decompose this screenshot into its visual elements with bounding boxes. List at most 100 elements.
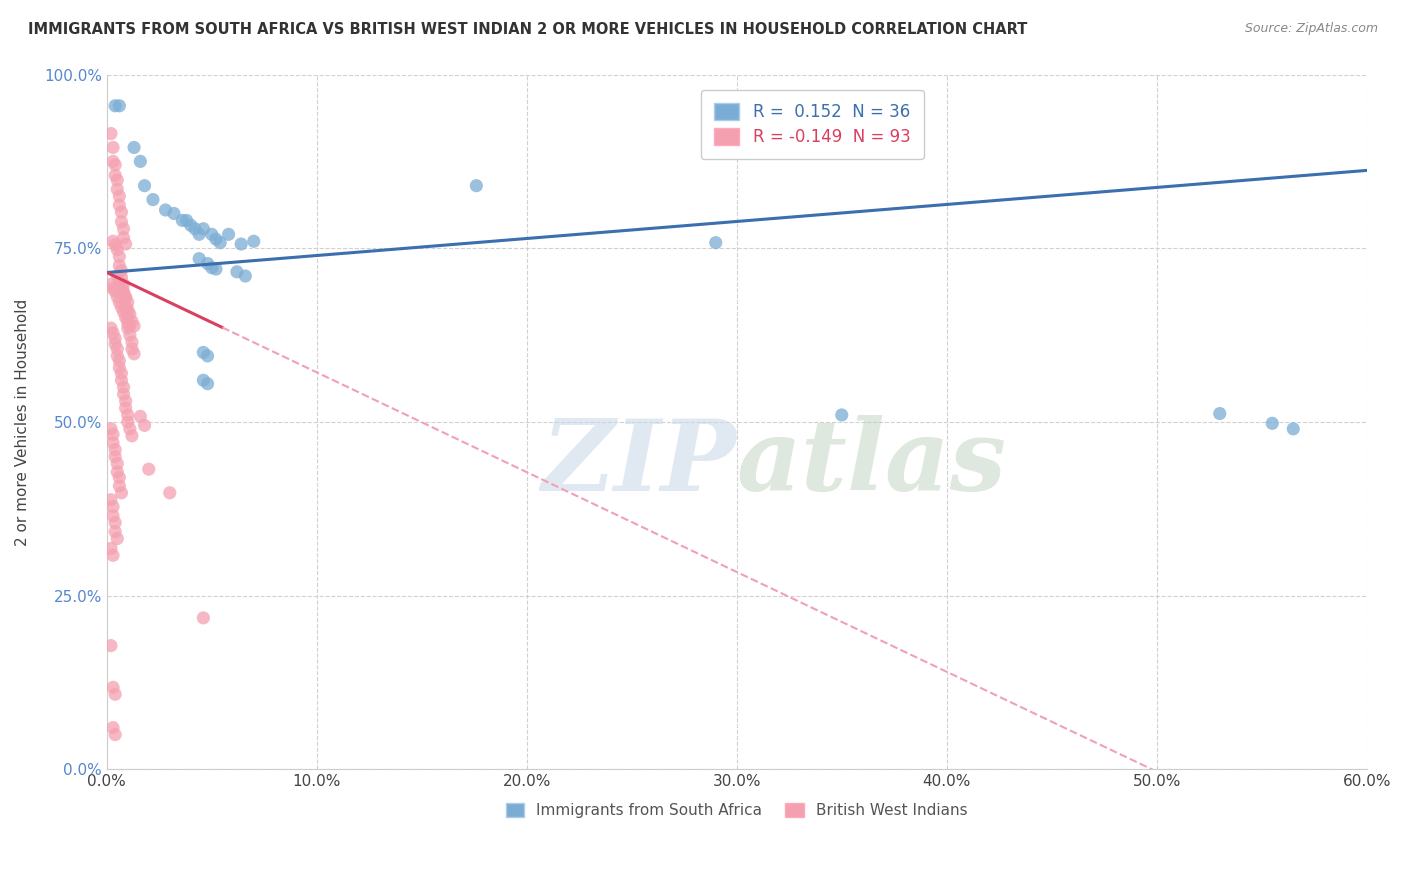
Point — [101, 234, 124, 248]
Point — [101, 427, 124, 442]
Point — [205, 232, 228, 246]
Point — [142, 193, 165, 207]
Point — [101, 721, 124, 735]
Point — [110, 366, 132, 380]
Point — [114, 310, 136, 325]
Point — [101, 154, 124, 169]
Point — [118, 422, 141, 436]
Point — [172, 213, 194, 227]
Point — [108, 360, 131, 375]
Point — [176, 213, 198, 227]
Point — [110, 215, 132, 229]
Point — [101, 281, 124, 295]
Text: Source: ZipAtlas.com: Source: ZipAtlas.com — [1244, 22, 1378, 36]
Point — [197, 376, 219, 391]
Point — [188, 227, 211, 242]
Point — [117, 408, 139, 422]
Point — [110, 485, 132, 500]
Point — [112, 221, 135, 235]
Point — [122, 347, 145, 361]
Point — [465, 178, 488, 193]
Point — [121, 334, 143, 349]
Point — [108, 189, 131, 203]
Point — [108, 198, 131, 212]
Point — [101, 681, 124, 695]
Legend: Immigrants from South Africa, British West Indians: Immigrants from South Africa, British We… — [499, 797, 974, 824]
Point — [235, 268, 257, 283]
Point — [138, 462, 160, 476]
Point — [112, 277, 135, 292]
Point — [108, 353, 131, 368]
Point — [242, 234, 264, 248]
Point — [104, 687, 127, 701]
Point — [105, 243, 128, 257]
Point — [105, 342, 128, 356]
Point — [100, 541, 122, 556]
Point — [129, 409, 152, 424]
Point — [108, 295, 131, 310]
Point — [117, 415, 139, 429]
Point — [104, 285, 127, 299]
Point — [104, 337, 127, 351]
Point — [193, 345, 215, 359]
Point — [105, 290, 128, 304]
Point — [159, 485, 181, 500]
Point — [105, 173, 128, 187]
Point — [104, 168, 127, 182]
Point — [101, 435, 124, 450]
Point — [118, 319, 141, 334]
Point — [104, 450, 127, 464]
Point — [1282, 422, 1305, 436]
Point — [104, 524, 127, 539]
Point — [205, 262, 228, 277]
Point — [105, 349, 128, 363]
Point — [112, 285, 135, 299]
Y-axis label: 2 or more Vehicles in Household: 2 or more Vehicles in Household — [15, 298, 30, 546]
Point — [218, 227, 240, 242]
Point — [110, 205, 132, 219]
Point — [104, 99, 127, 113]
Point — [100, 422, 122, 436]
Point — [155, 202, 177, 217]
Point — [108, 259, 131, 273]
Point — [209, 235, 232, 250]
Point — [704, 235, 727, 250]
Point — [100, 492, 122, 507]
Point — [110, 270, 132, 285]
Point — [108, 470, 131, 484]
Point — [108, 275, 131, 289]
Point — [117, 302, 139, 317]
Point — [134, 418, 156, 433]
Point — [104, 516, 127, 530]
Point — [114, 290, 136, 304]
Point — [831, 408, 853, 422]
Point — [114, 401, 136, 415]
Point — [104, 442, 127, 457]
Point — [100, 277, 122, 292]
Point — [129, 154, 152, 169]
Point — [114, 394, 136, 409]
Point — [110, 373, 132, 387]
Text: atlas: atlas — [737, 416, 1007, 512]
Point — [104, 158, 127, 172]
Point — [112, 380, 135, 394]
Point — [184, 221, 207, 235]
Point — [197, 256, 219, 270]
Point — [112, 305, 135, 319]
Point — [201, 227, 224, 242]
Point — [105, 182, 128, 196]
Point — [1261, 417, 1284, 431]
Point — [101, 326, 124, 340]
Point — [104, 237, 127, 252]
Point — [104, 332, 127, 346]
Point — [117, 305, 139, 319]
Point — [100, 639, 122, 653]
Point — [231, 237, 253, 252]
Point — [122, 140, 145, 154]
Point — [100, 321, 122, 335]
Point — [101, 500, 124, 514]
Point — [108, 99, 131, 113]
Point — [114, 300, 136, 314]
Point — [117, 295, 139, 310]
Point — [197, 349, 219, 363]
